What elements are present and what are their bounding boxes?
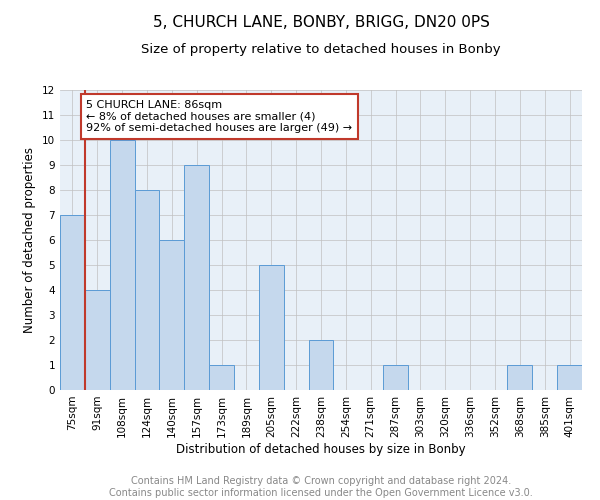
Bar — [508, 365, 532, 390]
X-axis label: Distribution of detached houses by size in Bonby: Distribution of detached houses by size … — [176, 442, 466, 456]
Bar — [308, 340, 334, 390]
Text: 5, CHURCH LANE, BONBY, BRIGG, DN20 0PS: 5, CHURCH LANE, BONBY, BRIGG, DN20 0PS — [152, 15, 490, 30]
Bar — [557, 365, 582, 390]
Y-axis label: Number of detached properties: Number of detached properties — [23, 147, 37, 333]
Text: 5 CHURCH LANE: 86sqm
← 8% of detached houses are smaller (4)
92% of semi-detache: 5 CHURCH LANE: 86sqm ← 8% of detached ho… — [86, 100, 352, 133]
Bar — [383, 365, 408, 390]
Bar — [134, 190, 160, 390]
Bar — [110, 140, 134, 390]
Bar — [60, 215, 85, 390]
Bar — [259, 265, 284, 390]
Bar — [85, 290, 110, 390]
Bar — [184, 165, 209, 390]
Bar — [209, 365, 234, 390]
Bar — [160, 240, 184, 390]
Text: Contains HM Land Registry data © Crown copyright and database right 2024.
Contai: Contains HM Land Registry data © Crown c… — [109, 476, 533, 498]
Text: Size of property relative to detached houses in Bonby: Size of property relative to detached ho… — [141, 42, 501, 56]
